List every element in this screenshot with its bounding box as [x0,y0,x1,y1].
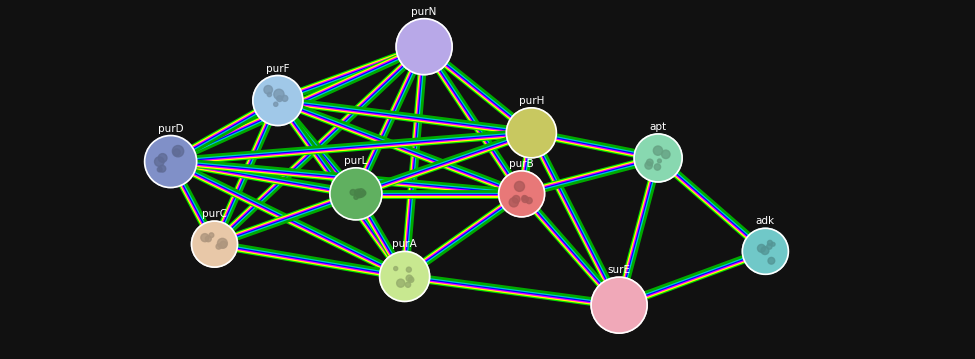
Circle shape [217,238,227,248]
Circle shape [644,162,652,169]
Circle shape [409,277,413,283]
Circle shape [394,266,398,271]
Circle shape [201,234,209,242]
Circle shape [173,145,183,157]
Circle shape [397,279,405,287]
Circle shape [742,228,789,274]
Circle shape [591,277,647,333]
Circle shape [158,154,167,162]
Circle shape [653,146,663,155]
Text: purA: purA [392,239,417,250]
Circle shape [209,233,214,238]
Circle shape [768,257,775,264]
Circle shape [159,165,166,172]
Circle shape [646,159,653,165]
Circle shape [355,189,361,196]
Circle shape [379,251,430,302]
Circle shape [526,197,532,204]
Text: adk: adk [756,216,775,226]
Circle shape [356,191,363,198]
Circle shape [657,159,661,163]
Circle shape [267,92,272,97]
Circle shape [634,134,682,182]
Circle shape [506,108,557,158]
Circle shape [498,171,545,217]
Circle shape [216,244,221,249]
Circle shape [771,242,775,246]
Circle shape [522,196,528,202]
Circle shape [766,244,772,249]
Text: purH: purH [519,96,544,106]
Circle shape [274,102,278,106]
Circle shape [654,164,661,170]
Circle shape [274,89,284,99]
Text: purF: purF [266,64,290,74]
Circle shape [174,149,180,156]
Circle shape [758,244,765,252]
Circle shape [264,85,272,94]
Circle shape [522,196,526,200]
Text: apt: apt [649,122,667,132]
Circle shape [330,168,382,220]
Circle shape [407,275,412,281]
Circle shape [761,247,769,255]
Circle shape [253,75,303,126]
Circle shape [154,157,164,167]
Circle shape [350,190,356,195]
Circle shape [662,150,670,159]
Text: purD: purD [158,123,183,134]
Circle shape [220,241,227,248]
Circle shape [357,189,366,197]
Circle shape [277,96,283,102]
Circle shape [191,221,238,267]
Circle shape [407,267,411,272]
Circle shape [513,196,520,203]
Text: purN: purN [411,7,437,17]
Circle shape [361,191,366,195]
Circle shape [509,198,519,207]
Circle shape [144,136,197,187]
Circle shape [515,181,525,191]
Circle shape [406,282,410,287]
Text: surE: surE [607,265,631,275]
Text: purL: purL [344,156,368,166]
Text: purB: purB [509,159,534,169]
Text: purC: purC [202,209,227,219]
Circle shape [396,19,452,75]
Circle shape [157,167,162,172]
Circle shape [282,95,288,101]
Circle shape [206,236,212,242]
Circle shape [354,195,358,199]
Circle shape [767,241,772,245]
